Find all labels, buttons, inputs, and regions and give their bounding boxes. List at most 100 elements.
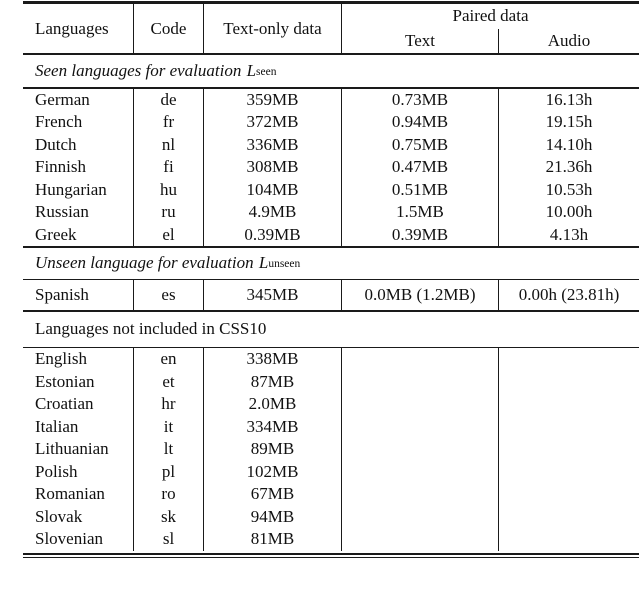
cell-text-only: 4.9MB — [203, 201, 341, 224]
cell-code: it — [133, 415, 203, 438]
cell-code: sl — [133, 528, 203, 551]
cell-text-only: 345MB — [203, 280, 341, 310]
cell-paired-audio — [498, 483, 639, 506]
section-title-text: Unseen language for evaluation — [35, 253, 258, 272]
cell-paired-text: 0.51MB — [341, 178, 498, 201]
math-symbol: L — [258, 253, 269, 272]
cell-paired-text: 0.0MB (1.2MB) — [341, 280, 498, 310]
cell-paired-audio: 16.13h — [498, 88, 639, 111]
table-row: Hungarian hu 104MB 0.51MB 10.53h — [23, 178, 639, 201]
table-row: Estonian et 87MB — [23, 370, 639, 393]
table-row: Russian ru 4.9MB 1.5MB 10.00h — [23, 201, 639, 224]
cell-paired-text: 0.39MB — [341, 223, 498, 246]
cell-language: Estonian — [35, 371, 95, 391]
column-header-text-only-data: Text-only data — [203, 4, 341, 53]
section-rows: German de 359MB 0.73MB 16.13h French fr 372MB 0.… — [23, 88, 639, 246]
table-row: Spanish es 345MB 0.0MB (1.2MB) 0.00h (23.81h… — [23, 280, 639, 310]
section-title: Languages not included in CSS10 — [23, 312, 639, 347]
cell-code: et — [133, 370, 203, 393]
cell-text-only: 102MB — [203, 460, 341, 483]
cell-paired-text: 0.73MB — [341, 88, 498, 111]
cell-text-only: 336MB — [203, 133, 341, 156]
cell-language: Russian — [35, 202, 89, 222]
cell-text-only: 0.39MB — [203, 223, 341, 246]
cell-code: el — [133, 223, 203, 246]
cell-code: hu — [133, 178, 203, 201]
cell-code: sk — [133, 505, 203, 528]
cell-text-only: 87MB — [203, 370, 341, 393]
cell-text-only: 334MB — [203, 415, 341, 438]
cell-text-only: 104MB — [203, 178, 341, 201]
cell-paired-audio: 4.13h — [498, 223, 639, 246]
cell-paired-audio — [498, 348, 639, 371]
cell-language: Lithuanian — [35, 439, 109, 459]
cell-language: Slovak — [35, 506, 83, 526]
cell-text-only: 81MB — [203, 528, 341, 551]
cell-paired-audio — [498, 438, 639, 461]
table-row: Lithuanian lt 89MB — [23, 438, 639, 461]
cell-language: Finnish — [35, 157, 87, 177]
cell-code: ro — [133, 483, 203, 506]
cell-paired-text — [341, 483, 498, 506]
cell-text-only: 2.0MB — [203, 393, 341, 416]
cell-paired-audio: 21.36h — [498, 156, 639, 179]
cell-paired-audio: 10.53h — [498, 178, 639, 201]
table-row: Croatian hr 2.0MB — [23, 393, 639, 416]
column-header-paired-data: Paired data — [341, 4, 639, 29]
top-rule — [23, 1, 639, 4]
section-rule — [23, 346, 639, 348]
cell-paired-audio — [498, 415, 639, 438]
cell-code: fi — [133, 156, 203, 179]
cell-paired-text — [341, 460, 498, 483]
table-header: Languages Code Text-only data Paired dat… — [23, 4, 639, 53]
table-row: German de 359MB 0.73MB 16.13h — [23, 88, 639, 111]
table-row: Polish pl 102MB — [23, 460, 639, 483]
table-row: Finnish fi 308MB 0.47MB 21.36h — [23, 156, 639, 179]
column-header-code: Code — [133, 4, 203, 53]
cell-language: French — [35, 112, 83, 132]
table-row: Italian it 334MB — [23, 415, 639, 438]
bottom-rule-thin — [23, 557, 639, 558]
section-rows: English en 338MB Estonian et 87MB Croatian hr 2.… — [23, 348, 639, 551]
column-header-languages: Languages — [35, 18, 109, 38]
cell-paired-text: 0.47MB — [341, 156, 498, 179]
cell-paired-audio: 0.00h (23.81h) — [498, 280, 639, 310]
cell-paired-text — [341, 393, 498, 416]
section-rule — [23, 87, 639, 89]
cell-code: es — [133, 280, 203, 310]
cell-paired-text — [341, 528, 498, 551]
cell-paired-audio — [498, 528, 639, 551]
cell-language: English — [35, 349, 87, 369]
cell-paired-text: 1.5MB — [341, 201, 498, 224]
cell-text-only: 338MB — [203, 348, 341, 371]
cell-paired-text — [341, 370, 498, 393]
table-row: French fr 372MB 0.94MB 19.15h — [23, 111, 639, 134]
section-title-text: Languages not included in CSS10 — [35, 319, 267, 338]
cell-code: pl — [133, 460, 203, 483]
bottom-rule-thick — [23, 552, 639, 555]
cell-language: Greek — [35, 224, 77, 244]
cell-language: Slovenian — [35, 529, 103, 549]
section-rule — [23, 278, 639, 280]
cell-text-only: 67MB — [203, 483, 341, 506]
table-row: Slovak sk 94MB — [23, 505, 639, 528]
cell-language: German — [35, 89, 90, 109]
math-subscript: unseen — [268, 258, 301, 270]
cell-code: de — [133, 88, 203, 111]
table-row: Slovenian sl 81MB — [23, 528, 639, 551]
cell-language: Hungarian — [35, 179, 107, 199]
cell-paired-audio — [498, 370, 639, 393]
table-row: English en 338MB — [23, 348, 639, 371]
header-bottom-rule — [23, 53, 639, 55]
cell-paired-text — [341, 505, 498, 528]
cell-code: nl — [133, 133, 203, 156]
section-rule — [23, 310, 639, 312]
section-rows: Spanish es 345MB 0.0MB (1.2MB) 0.00h (23.81h… — [23, 280, 639, 310]
cell-paired-text: 0.94MB — [341, 111, 498, 134]
column-header-paired-audio: Audio — [498, 28, 639, 53]
cell-language: Dutch — [35, 134, 77, 154]
